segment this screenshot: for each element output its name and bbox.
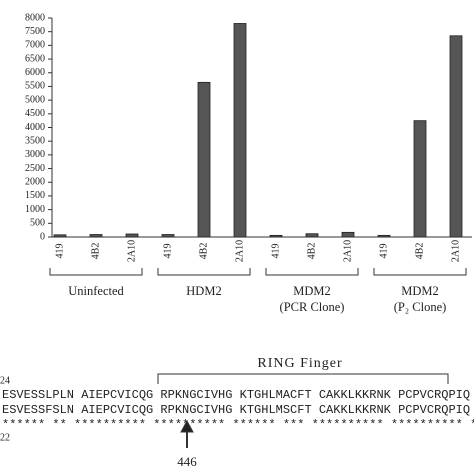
- y-tick-label: 2000: [25, 177, 45, 188]
- y-tick-label: 6000: [25, 67, 45, 78]
- y-tick-label: 2500: [25, 163, 45, 174]
- group-bracket: [157, 268, 251, 276]
- start-bottom: 22: [0, 432, 10, 443]
- x-tick-label: 4B2: [198, 243, 209, 260]
- x-tick-label: 419: [270, 244, 281, 259]
- y-tick-label: 3500: [25, 135, 45, 146]
- x-tick-label: 2A10: [342, 240, 353, 262]
- y-tick-label: 500: [30, 218, 45, 229]
- group-label: HDM2: [186, 284, 221, 298]
- conservation: ****** ** ********** ********** ****** *…: [2, 418, 474, 432]
- group-label: (PCR Clone): [280, 300, 345, 314]
- y-tick-label: 1000: [25, 204, 45, 215]
- bar: [89, 234, 103, 238]
- x-tick-label: 4B2: [90, 243, 101, 260]
- y-tick-label: 7000: [25, 40, 45, 51]
- domain-bracket: [157, 373, 449, 384]
- group-label: Uninfected: [68, 284, 124, 298]
- group-label: MDM2: [401, 284, 439, 298]
- bar: [53, 234, 67, 238]
- arrow-head: [180, 419, 194, 433]
- group-label: MDM2: [293, 284, 331, 298]
- x-tick-label: 2A10: [450, 240, 461, 262]
- domain-label: RING Finger: [257, 356, 342, 371]
- group-bracket: [373, 268, 467, 276]
- bar: [233, 23, 247, 238]
- y-tick-label: 1500: [25, 190, 45, 201]
- bar: [449, 35, 463, 238]
- x-tick-label: 2A10: [126, 240, 137, 262]
- y-tick-label: 6500: [25, 53, 45, 64]
- x-tick-label: 419: [54, 244, 65, 259]
- bar: [341, 231, 355, 238]
- bar: [125, 233, 139, 238]
- bar: [377, 234, 391, 238]
- y-tick-label: 5000: [25, 94, 45, 105]
- group-bracket: [49, 268, 143, 276]
- bar: [413, 120, 427, 238]
- bar: [197, 81, 211, 238]
- y-tick-label: 8000: [25, 12, 45, 23]
- y-tick-label: 0: [40, 231, 45, 242]
- y-tick-label: 4500: [25, 108, 45, 119]
- y-tick-label: 5500: [25, 81, 45, 92]
- group-bracket: [265, 268, 359, 276]
- sequence-bottom: ESVESSFSLN AIEPCVICQG RPKNGCIVHG KTGHLMS…: [2, 403, 474, 417]
- y-tick-label: 3000: [25, 149, 45, 160]
- marker-label: 446: [177, 454, 197, 469]
- bar: [269, 234, 283, 238]
- x-tick-label: 419: [162, 244, 173, 259]
- sequence-top: ESVESSLPLN AIEPCVICQG RPKNGCIVHG KTGHLMA…: [2, 388, 474, 402]
- x-tick-label: 419: [378, 244, 389, 259]
- alignment: RING Finger 24 ESVESSLPLN AIEPCVICQG RPK…: [0, 356, 474, 469]
- bar: [161, 234, 175, 238]
- y-tick-label: 4000: [25, 122, 45, 133]
- start-top: 24: [0, 375, 10, 386]
- group-label: (P₂ Clone): [394, 300, 447, 314]
- x-tick-label: 4B2: [414, 243, 425, 260]
- x-tick-label: 4B2: [306, 243, 317, 260]
- y-tick-label: 7500: [25, 26, 45, 37]
- bar: [305, 233, 319, 238]
- x-tick-label: 2A10: [234, 240, 245, 262]
